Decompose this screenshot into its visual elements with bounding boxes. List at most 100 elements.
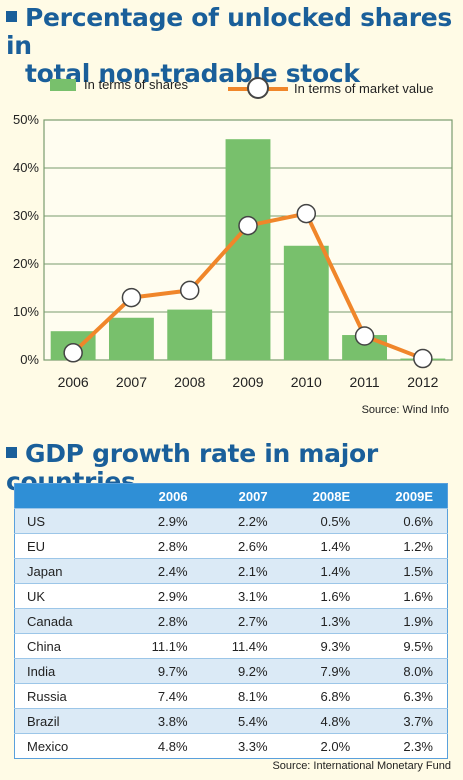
country-cell: Canada xyxy=(14,608,122,634)
value-cell: 2.1% xyxy=(201,558,282,584)
legend-item-line: In terms of market value xyxy=(228,77,433,99)
table-row: Russia 7.4% 8.1% 6.8% 6.3% xyxy=(14,683,448,709)
bar xyxy=(283,245,329,360)
country-cell: Russia xyxy=(14,683,122,709)
bar xyxy=(108,317,154,360)
value-cell: 11.4% xyxy=(201,633,282,659)
value-cell: 2.3% xyxy=(364,733,448,759)
value-cell: 9.2% xyxy=(201,658,282,684)
chart-title: Percentage of unlocked shares in total n… xyxy=(6,4,463,88)
value-cell: 2.8% xyxy=(121,608,202,634)
table-header-row: 2006 2007 2008E 2009E xyxy=(14,483,448,509)
value-cell: 3.8% xyxy=(121,708,202,734)
table-header-cell: 2006 xyxy=(121,483,202,509)
value-cell: 4.8% xyxy=(121,733,202,759)
country-cell: US xyxy=(14,508,122,534)
value-cell: 1.5% xyxy=(364,558,448,584)
x-tick-label: 2007 xyxy=(116,374,147,390)
value-cell: 8.0% xyxy=(364,658,448,684)
table-row: China 11.1% 11.4% 9.3% 9.5% xyxy=(14,633,448,659)
chart-title-line2: total non-tradable stock xyxy=(25,59,360,88)
legend-item-bars: In terms of shares xyxy=(50,77,188,92)
value-cell: 1.3% xyxy=(281,608,365,634)
country-cell: EU xyxy=(14,533,122,559)
x-tick-label: 2011 xyxy=(350,374,380,390)
country-cell: China xyxy=(14,633,122,659)
value-cell: 1.9% xyxy=(364,608,448,634)
value-cell: 0.5% xyxy=(281,508,365,534)
value-cell: 1.2% xyxy=(364,533,448,559)
value-cell: 2.9% xyxy=(121,508,202,534)
value-cell: 2.7% xyxy=(201,608,282,634)
table-title-bullet-icon xyxy=(6,446,17,458)
table-header-cell: 2008E xyxy=(281,483,365,509)
gdp-table: 2006 2007 2008E 2009E US 2.9% 2.2% 0.5% 0.6% EU 2… xyxy=(14,483,448,759)
x-tick-label: 2010 xyxy=(291,374,322,390)
line-point xyxy=(179,280,200,301)
value-cell: 2.6% xyxy=(201,533,282,559)
value-cell: 3.3% xyxy=(201,733,282,759)
legend-line-marker-icon xyxy=(228,77,288,99)
value-cell: 1.6% xyxy=(364,583,448,609)
value-cell: 1.4% xyxy=(281,558,365,584)
value-cell: 6.8% xyxy=(281,683,365,709)
value-cell: 5.4% xyxy=(201,708,282,734)
line-point xyxy=(354,326,375,346)
x-tick-label: 2006 xyxy=(58,374,89,390)
y-tick-label: 50% xyxy=(13,112,39,127)
value-cell: 2.2% xyxy=(201,508,282,534)
value-cell: 9.3% xyxy=(281,633,365,659)
table-row: Japan 2.4% 2.1% 1.4% 1.5% xyxy=(14,558,448,584)
value-cell: 6.3% xyxy=(364,683,448,709)
value-cell: 1.4% xyxy=(281,533,365,559)
table-row: UK 2.9% 3.1% 1.6% 1.6% xyxy=(14,583,448,609)
line-point xyxy=(238,215,258,236)
table-row: India 9.7% 9.2% 7.9% 8.0% xyxy=(14,658,448,684)
y-tick-label: 30% xyxy=(13,208,39,223)
chart-legend: In terms of shares In terms of market va… xyxy=(50,77,450,99)
line-point xyxy=(63,343,83,363)
value-cell: 7.9% xyxy=(281,658,365,684)
country-cell: Japan xyxy=(14,558,122,584)
y-tick-label: 20% xyxy=(13,256,39,271)
table-row: EU 2.8% 2.6% 1.4% 1.2% xyxy=(14,533,448,559)
country-cell: Brazil xyxy=(14,708,122,734)
value-cell: 0.6% xyxy=(364,508,448,534)
chart-plot: 0% 10% 20% 30% 40% 50% 2006 2007 2008 2009 2010 201… xyxy=(13,112,453,390)
x-tick-label: 2012 xyxy=(407,374,438,390)
line-point xyxy=(296,203,317,224)
value-cell: 11.1% xyxy=(121,633,202,659)
y-tick-label: 10% xyxy=(13,304,39,319)
value-cell: 3.7% xyxy=(364,708,448,734)
value-cell: 2.9% xyxy=(121,583,202,609)
legend-line-label: In terms of market value xyxy=(294,80,434,96)
value-cell: 3.1% xyxy=(201,583,282,609)
value-cell: 2.4% xyxy=(121,558,202,584)
line-point xyxy=(121,287,142,308)
line-point xyxy=(413,348,433,369)
country-cell: Mexico xyxy=(14,733,122,759)
y-tick-label: 0% xyxy=(20,352,39,367)
table-header-cell xyxy=(14,483,122,509)
y-tick-label: 40% xyxy=(13,160,39,175)
table-row: Brazil 3.8% 5.4% 4.8% 3.7% xyxy=(14,708,448,734)
value-cell: 9.7% xyxy=(121,658,202,684)
chart-title-line1: Percentage of unlocked shares in xyxy=(6,3,452,60)
x-tick-label: 2009 xyxy=(232,374,263,390)
country-cell: India xyxy=(14,658,122,684)
value-cell: 7.4% xyxy=(121,683,202,709)
value-cell: 4.8% xyxy=(281,708,365,734)
legend-bar-swatch xyxy=(50,78,76,91)
value-cell: 9.5% xyxy=(364,633,448,659)
bar xyxy=(167,309,213,360)
value-cell: 2.8% xyxy=(121,533,202,559)
table-header-cell: 2009E xyxy=(364,483,448,509)
table-row: US 2.9% 2.2% 0.5% 0.6% xyxy=(14,508,448,534)
country-cell: UK xyxy=(14,583,122,609)
value-cell: 2.0% xyxy=(281,733,365,759)
chart-source: Source: Wind Info xyxy=(361,404,449,416)
x-tick-label: 2008 xyxy=(174,374,205,390)
table-row: Mexico 4.8% 3.3% 2.0% 2.3% xyxy=(14,733,448,759)
table-source: Source: International Monetary Fund xyxy=(272,760,451,772)
bar xyxy=(225,139,271,360)
